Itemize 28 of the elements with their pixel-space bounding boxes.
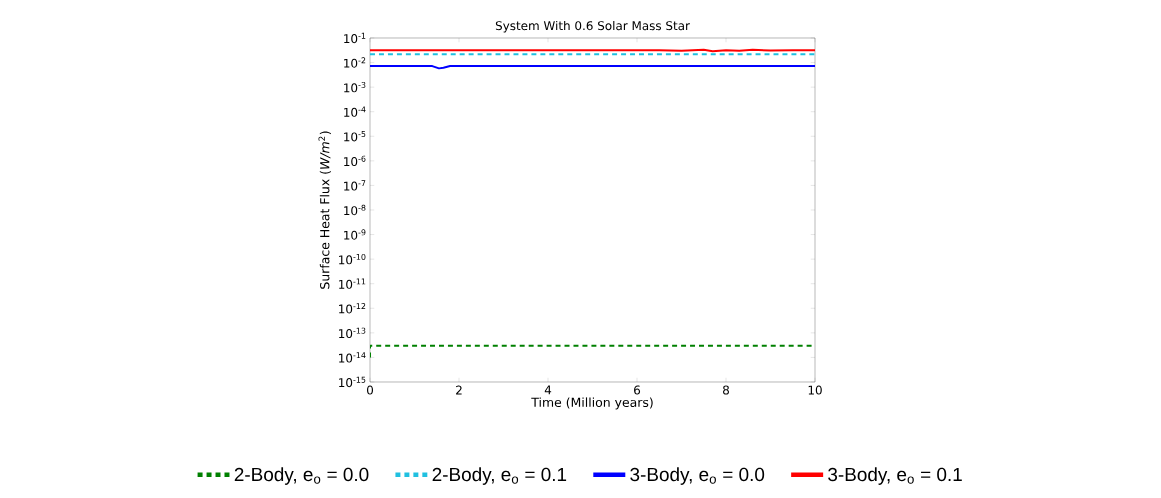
y-tick-label: 10$^{-4}$ <box>344 106 366 117</box>
y-tick-label: 10$^{-14}$ <box>339 352 366 363</box>
x-tick-label: 2 <box>456 385 462 395</box>
y-tick-label: 10$^{-8}$ <box>344 204 366 216</box>
y-tick-label: 10$^{-7}$ <box>344 180 366 191</box>
legend-label: 2-Body, e$_{o}$ = 0.1 <box>432 467 567 485</box>
x-tick-label: 8 <box>723 385 729 395</box>
y-tick-label: 10$^{-6}$ <box>344 155 366 167</box>
x-tick-label: 4 <box>544 385 552 395</box>
y-tick-label: 10$^{-13}$ <box>339 327 366 339</box>
y-tick-label: 10$^{-11}$ <box>339 278 366 289</box>
y-tick-label: 10$^{-10}$ <box>339 253 366 265</box>
legend-label: 2-Body, e$_{o}$ = 0.0 <box>234 467 369 485</box>
legend-label: 3-Body, e$_{o}$ = 0.1 <box>828 467 962 485</box>
y-tick-label: 10$^{-2}$ <box>344 57 366 68</box>
chart-title: System With 0.6 Solar Mass Star <box>495 20 690 33</box>
x-tick-label: 0 <box>366 385 374 395</box>
x-tick-label: 10 <box>808 385 822 395</box>
y-tick-label: 10$^{-15}$ <box>339 376 366 388</box>
x-tick-label: 6 <box>634 385 641 395</box>
y-axis-title: Surface Heat Flux (W/m$^{2}$) <box>318 131 331 289</box>
y-tick-label: 10$^{-12}$ <box>339 303 366 314</box>
legend-label: 3-Body, e$_{o}$ = 0.0 <box>630 467 765 485</box>
x-axis-title: Time (Million years) <box>531 397 653 410</box>
y-tick-label: 10$^{-5}$ <box>344 131 366 142</box>
y-tick-label: 10$^{-9}$ <box>344 229 366 240</box>
y-tick-label: 10$^{-3}$ <box>344 81 366 93</box>
y-tick-label: 10$^{-1}$ <box>344 32 366 44</box>
